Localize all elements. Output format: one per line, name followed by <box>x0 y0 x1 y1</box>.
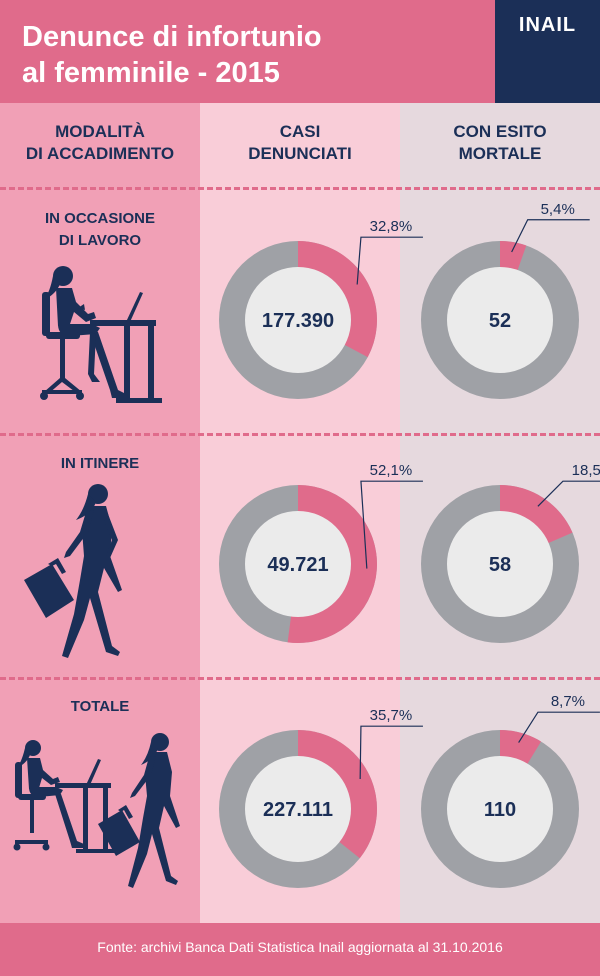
column-header-modalita-line-1: MODALITÀ <box>55 122 145 141</box>
center-value: 227.111 <box>263 799 333 821</box>
column-header-modalita: MODALITÀ DI ACCADIMENTO <box>0 121 200 165</box>
row-label-totale-line-1: TOTALE <box>70 698 130 715</box>
donut-center <box>245 756 351 862</box>
percent-label: 35,7% <box>370 707 413 724</box>
percent-label: 8,7% <box>551 693 585 710</box>
center-value: 58 <box>489 554 511 576</box>
percent-leader-line <box>511 219 590 253</box>
title-line-1: Denunce di infortunio <box>22 21 322 53</box>
center-value: 177.390 <box>262 310 334 332</box>
donut-chart: 52,1% 49.721 <box>219 462 423 643</box>
center-value: 49.721 <box>267 554 328 576</box>
percent-leader-line <box>356 236 423 285</box>
percent-leader-line <box>537 480 600 507</box>
donut-center <box>447 267 553 373</box>
donut-chart: 8,7% 110 <box>421 693 600 888</box>
donut-chart: 5,4% 52 <box>421 201 590 399</box>
row-label-lavoro-line-2: DI LAVORO <box>58 232 142 249</box>
source-note: Fonte: archivi Banca Dati Statistica Ina… <box>97 939 503 955</box>
inail-logo: INAIL <box>495 0 600 103</box>
column-header-casi-line-2: DENUNCIATI <box>248 144 352 163</box>
row-label-itinere: IN ITINERE <box>0 453 200 475</box>
percent-leader-line <box>360 480 423 569</box>
row-divider <box>0 677 600 680</box>
title-line-2: al femminile - 2015 <box>22 57 280 89</box>
woman-walking-briefcase-icon <box>24 484 122 658</box>
column-header-modalita-line-2: DI ACCADIMENTO <box>25 144 175 163</box>
center-value: 110 <box>484 799 516 821</box>
header-band: Denunce di infortunio al femminile - 201… <box>0 0 600 103</box>
percent-leader-line <box>359 725 423 780</box>
column-header-mortale-line-1: CON ESITO <box>453 122 547 141</box>
column-header-casi-line-1: CASI <box>279 122 321 141</box>
row-label-lavoro: IN OCCASIONE DI LAVORO <box>0 208 200 252</box>
center-value: 52 <box>489 310 511 332</box>
column-header-mortale-line-2: MORTALE <box>458 144 542 163</box>
row-divider <box>0 433 600 436</box>
column-header-mortale: CON ESITO MORTALE <box>400 121 600 165</box>
logo-text: INAIL <box>518 14 577 36</box>
percent-label: 18,5% <box>572 462 600 479</box>
percent-label: 5,4% <box>541 201 575 218</box>
donut-center <box>447 756 553 862</box>
row-label-itinere-line-1: IN ITINERE <box>60 455 140 472</box>
percent-label: 52,1% <box>370 462 413 479</box>
donut-chart: 18,5% 58 <box>421 462 600 643</box>
column-header-casi: CASI DENUNCIATI <box>200 121 400 165</box>
row-label-lavoro-line-1: IN OCCASIONE <box>44 210 155 227</box>
row-divider <box>0 187 600 190</box>
woman-desk-and-walking-icon <box>13 733 180 888</box>
donut-chart: 35,7% 227.111 <box>219 707 423 888</box>
donut-center <box>447 511 553 617</box>
donut-chart: 32,8% 177.390 <box>219 218 423 399</box>
donut-center <box>245 511 351 617</box>
footer-band: Fonte: archivi Banca Dati Statistica Ina… <box>0 923 600 976</box>
percent-label: 32,8% <box>370 218 413 235</box>
woman-at-desk-icon <box>40 266 162 403</box>
page-title: Denunce di infortunio al femminile - 201… <box>22 19 462 91</box>
donut-center <box>245 267 351 373</box>
percent-leader-line <box>518 711 600 743</box>
row-label-totale: TOTALE <box>0 696 200 718</box>
